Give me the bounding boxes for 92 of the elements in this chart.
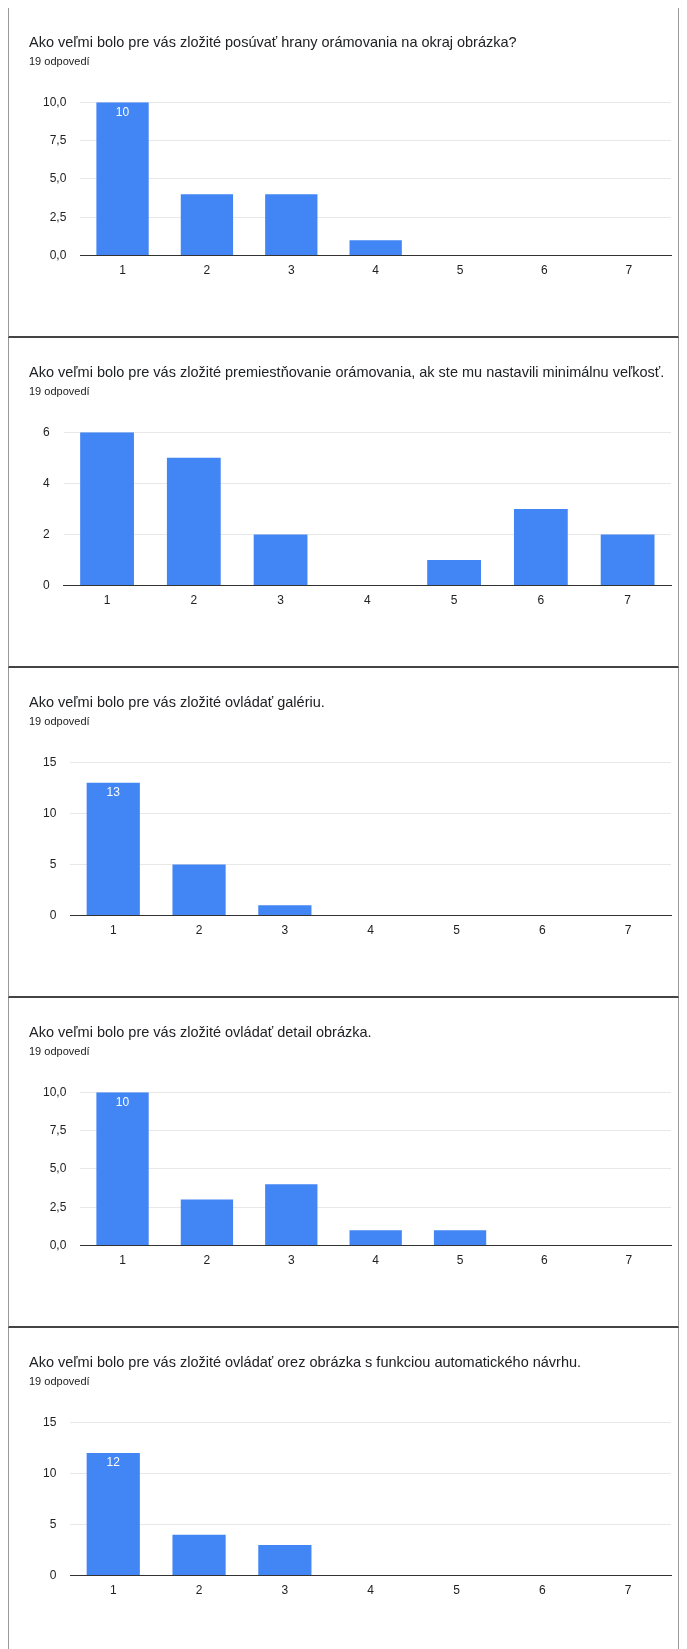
x-tick-label: 7: [625, 1253, 633, 1268]
bar: [349, 240, 402, 256]
bar: [86, 1452, 140, 1576]
y-tick-label: 10,0: [43, 94, 67, 109]
bar: [433, 1230, 487, 1246]
x-tick-label: 1: [109, 923, 117, 938]
chart-subtitle: 19 odpovedí: [29, 1375, 91, 1387]
y-tick-label: 6: [42, 424, 50, 439]
y-tick-label: 10: [42, 1465, 57, 1480]
x-tick-label: 1: [119, 263, 127, 278]
chart-title: Ako veľmi bolo pre vás zložité ovládať orez obrázka s funkciou automatického návrhu.: [29, 1354, 583, 1370]
x-tick-label: 1: [109, 1583, 117, 1598]
x-tick-label: 5: [453, 1583, 461, 1598]
x-tick-label: 4: [372, 1253, 380, 1268]
y-tick-label: 7,5: [49, 132, 67, 147]
x-tick-label: 2: [203, 1253, 211, 1268]
bar: [258, 1544, 312, 1576]
x-tick-label: 6: [538, 1583, 546, 1598]
data-label: 10: [115, 104, 130, 119]
bar: [513, 508, 568, 586]
chart-title: Ako veľmi bolo pre vás zložité posúvať hrany orámovania na okraj obrázka?: [29, 34, 518, 50]
x-tick-label: 3: [281, 923, 289, 938]
bar: [172, 864, 226, 916]
x-tick-label: 5: [453, 923, 461, 938]
chart-title: Ako veľmi bolo pre vás zložité premiestňovanie orámovania, ak ste mu nastavili minimálnu veľkosť.: [29, 364, 666, 380]
x-tick-label: 3: [277, 593, 285, 608]
y-tick-label: 4: [42, 475, 50, 490]
y-tick-label: 15: [42, 754, 57, 769]
bar: [180, 194, 234, 256]
x-tick-label: 2: [195, 923, 203, 938]
bar: [265, 194, 318, 256]
y-tick-label: 5: [49, 856, 57, 871]
x-tick-label: 7: [624, 923, 632, 938]
y-tick-label: 15: [42, 1414, 57, 1429]
y-tick-label: 10: [42, 805, 57, 820]
x-tick-label: 7: [624, 1583, 632, 1598]
chart-subtitle: 19 odpovedí: [29, 385, 91, 397]
x-tick-label: 6: [541, 1253, 549, 1268]
bar: [349, 1230, 402, 1246]
y-tick-label: 7,5: [49, 1122, 67, 1137]
y-tick-label: 5,0: [49, 171, 67, 186]
chart-subtitle: 19 odpovedí: [29, 715, 91, 727]
x-tick-label: 5: [456, 263, 464, 278]
x-tick-label: 6: [541, 263, 549, 278]
bar: [258, 905, 312, 916]
x-tick-label: 3: [281, 1583, 289, 1598]
x-tick-label: 7: [624, 593, 632, 608]
bar: [180, 1199, 234, 1246]
bar: [166, 457, 221, 586]
bar: [86, 782, 140, 916]
bar: [265, 1184, 318, 1246]
x-tick-label: 4: [372, 263, 380, 278]
x-tick-label: 2: [203, 263, 211, 278]
x-tick-label: 4: [367, 1583, 375, 1598]
chart-subtitle: 19 odpovedí: [29, 1045, 91, 1057]
chart-subtitle: 19 odpovedí: [29, 55, 91, 67]
x-tick-label: 4: [367, 923, 375, 938]
x-tick-label: 3: [287, 263, 295, 278]
y-tick-label: 2,5: [49, 1199, 67, 1214]
chart-title: Ako veľmi bolo pre vás zložité ovládať galériu.: [29, 694, 326, 710]
y-tick-label: 0: [49, 1567, 57, 1582]
y-tick-label: 2,5: [49, 209, 67, 224]
x-tick-label: 6: [538, 923, 546, 938]
x-tick-label: 5: [456, 1253, 464, 1268]
chart-title: Ako veľmi bolo pre vás zložité ovládať detail obrázka.: [29, 1024, 373, 1040]
y-tick-label: 2: [42, 526, 50, 541]
y-tick-label: 10,0: [43, 1084, 67, 1099]
x-tick-label: 2: [190, 593, 198, 608]
x-tick-label: 5: [450, 593, 458, 608]
y-tick-label: 0,0: [49, 247, 67, 262]
bar: [600, 534, 655, 586]
y-tick-label: 0,0: [49, 1237, 67, 1252]
bar: [80, 432, 134, 586]
bar: [427, 560, 481, 586]
data-label: 10: [115, 1094, 130, 1109]
bar: [253, 534, 308, 586]
y-tick-label: 5: [49, 1516, 57, 1531]
y-tick-label: 0: [49, 907, 57, 922]
data-label: 12: [106, 1455, 121, 1470]
x-tick-label: 1: [103, 593, 111, 608]
x-tick-label: 4: [363, 593, 371, 608]
bar: [96, 102, 149, 256]
x-tick-label: 3: [287, 1253, 295, 1268]
x-tick-label: 7: [625, 263, 633, 278]
x-tick-label: 1: [119, 1253, 127, 1268]
y-tick-label: 0: [42, 577, 50, 592]
data-label: 13: [106, 784, 121, 799]
x-tick-label: 6: [537, 593, 545, 608]
bar: [172, 1534, 226, 1576]
x-tick-label: 2: [195, 1583, 203, 1598]
bar: [96, 1092, 149, 1246]
y-tick-label: 5,0: [49, 1161, 67, 1176]
